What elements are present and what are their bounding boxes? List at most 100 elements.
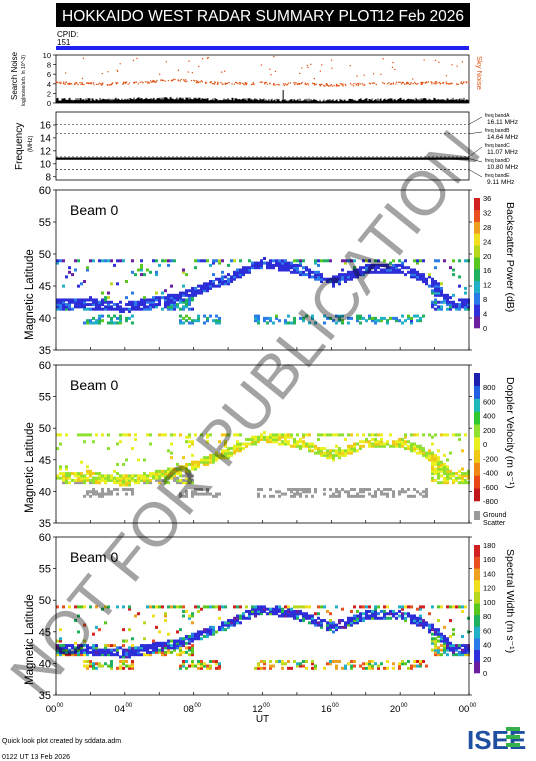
data-cell [248,609,251,613]
colorbar-segment [474,649,480,662]
data-cell [305,605,308,609]
data-cell [398,437,401,441]
data-cell [359,440,362,444]
data-cell [56,305,59,309]
colorbar-segment [474,373,480,387]
noise-ytick-label: 0 [47,99,51,108]
data-cell [209,460,212,464]
data-cell [272,437,275,441]
data-cell [242,616,245,620]
data-cell [257,612,260,616]
data-cell [83,644,86,648]
data-cell [362,605,365,609]
data-cell [254,614,257,618]
data-cell [401,616,404,620]
data-cell [290,494,293,498]
data-cell [419,444,422,448]
data-cell [380,442,383,446]
data-cell [458,476,461,480]
data-cell [374,433,377,437]
data-cell [140,644,143,648]
data-cell [296,664,299,668]
data-cell [458,650,461,654]
data-cell [392,666,395,670]
data-cell [176,303,179,307]
sky-noise-point [330,84,333,86]
data-cell [236,440,239,444]
data-cell [179,637,182,641]
data-cell [374,440,377,444]
data-cell [293,270,296,274]
data-cell [182,300,185,304]
data-cell [233,433,236,437]
data-cell [335,451,338,455]
data-cell [380,616,383,620]
data-cell [140,476,143,480]
data-cell [74,305,77,309]
data-cell [296,614,299,618]
data-cell [359,612,362,616]
sky-noise-point [400,83,403,85]
data-cell [356,268,359,272]
data-cell [176,639,179,643]
logo-bar-2 [506,735,520,739]
data-cell [293,319,296,323]
data-cell [59,433,62,437]
data-cell [89,662,92,666]
freq-band-name: freq bandC [485,143,510,149]
data-cell [182,293,185,297]
data-cell [350,623,353,627]
data-cell [257,488,260,492]
data-cell [110,474,113,478]
data-cell [332,458,335,462]
sky-noise-point [226,82,228,85]
data-cell [182,664,185,668]
data-cell [146,433,149,437]
data-cell [218,625,221,629]
data-cell [227,280,230,284]
data-cell [440,634,443,638]
data-cell [161,472,164,476]
data-cell [59,639,62,643]
data-cell [131,662,134,666]
data-cell [98,305,101,309]
sky-noise-point [333,84,335,87]
data-cell [467,650,470,654]
data-cell [332,494,335,498]
data-cell [464,259,467,263]
sky-noise-point [252,81,255,84]
data-cell [146,478,149,482]
data-cell [365,616,368,620]
sky-noise-point [301,67,303,69]
data-cell [56,648,59,652]
data-cell [185,476,188,480]
data-cell [446,637,449,641]
data-cell [323,605,326,609]
data-cell [65,646,68,650]
data-cell [206,440,209,444]
data-cell [167,303,170,307]
data-cell [461,298,464,302]
data-cell [68,266,71,270]
data-cell [368,488,371,492]
data-cell [353,621,356,625]
data-cell [182,270,185,274]
data-cell [251,261,254,265]
data-cell [299,664,302,668]
data-cell [179,465,182,469]
data-cell [299,270,302,274]
data-cell [209,282,212,286]
data-cell [275,435,278,439]
data-cell [155,296,158,300]
data-cell [197,666,200,670]
data-cell [344,273,347,277]
sky-noise-point [122,83,124,85]
data-cell [224,605,227,609]
data-cell [206,605,209,609]
data-cell [335,605,338,609]
data-cell [254,440,257,444]
data-cell [152,472,155,476]
data-cell [137,650,140,654]
data-cell [329,660,332,664]
data-cell [404,619,407,623]
